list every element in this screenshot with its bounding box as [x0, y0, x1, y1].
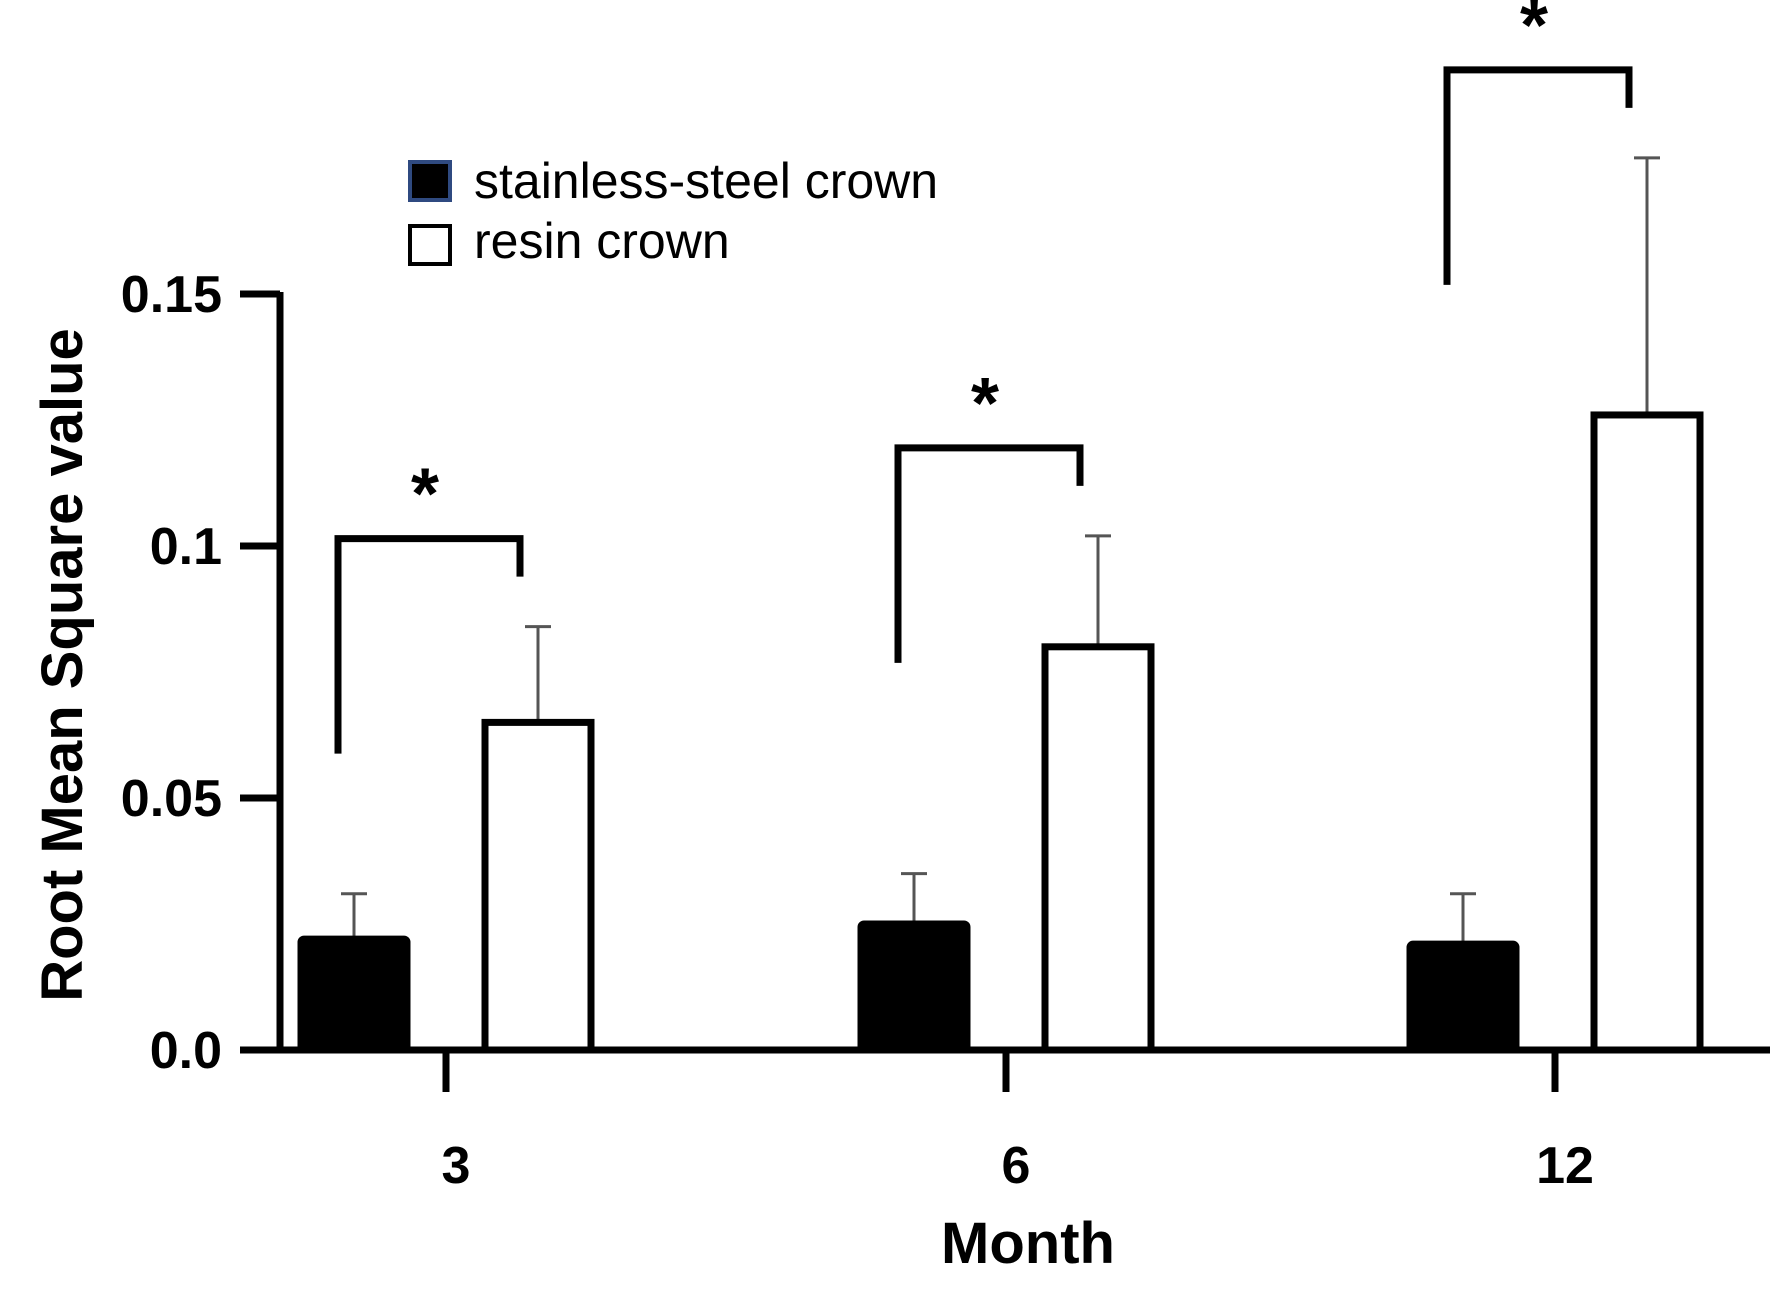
- bars: [297, 156, 1704, 1054]
- significance-bracket: [334, 535, 524, 754]
- significance-star: *: [971, 364, 999, 444]
- x-tick-label: 6: [1002, 1137, 1031, 1195]
- legend-label-resin-crown: resin crown: [474, 213, 730, 269]
- bar-stainless-steel-crown: [857, 920, 971, 1054]
- axes: 0.0 0.05 0.1 0.15 3 6 12: [121, 266, 1770, 1195]
- legend-swatch-resin-crown: [408, 224, 452, 266]
- bar-stainless-steel-crown: [297, 935, 411, 1054]
- x-ticks: 3 6 12: [442, 1050, 1594, 1195]
- legend: stainless-steel crown resin crown: [408, 153, 938, 269]
- x-tick-label: 3: [442, 1137, 471, 1195]
- significance-bracket: [1443, 66, 1633, 285]
- bar-stainless-steel-crown: [1406, 940, 1520, 1054]
- y-axis-title: Root Mean Square value: [30, 328, 95, 1002]
- significance-star: *: [1520, 0, 1548, 66]
- significance-brackets: * * *: [334, 0, 1633, 754]
- legend-label-stainless-steel-crown: stainless-steel crown: [474, 153, 938, 209]
- significance-bracket: [894, 444, 1084, 663]
- y-tick-label: 0.15: [121, 266, 222, 324]
- bar-resin-crown: [1041, 643, 1155, 1054]
- x-tick-label: 12: [1536, 1137, 1594, 1195]
- y-tick-label: 0.05: [121, 770, 222, 828]
- y-tick-label: 0.0: [150, 1022, 222, 1080]
- bar-resin-crown: [1590, 411, 1704, 1054]
- significance-star: *: [411, 455, 439, 535]
- y-ticks: 0.0 0.05 0.1 0.15: [121, 266, 280, 1080]
- legend-swatch-stainless-steel-crown: [408, 160, 452, 202]
- bar-resin-crown: [481, 718, 595, 1054]
- x-axis-title: Month: [941, 1211, 1115, 1276]
- y-tick-label: 0.1: [150, 518, 222, 576]
